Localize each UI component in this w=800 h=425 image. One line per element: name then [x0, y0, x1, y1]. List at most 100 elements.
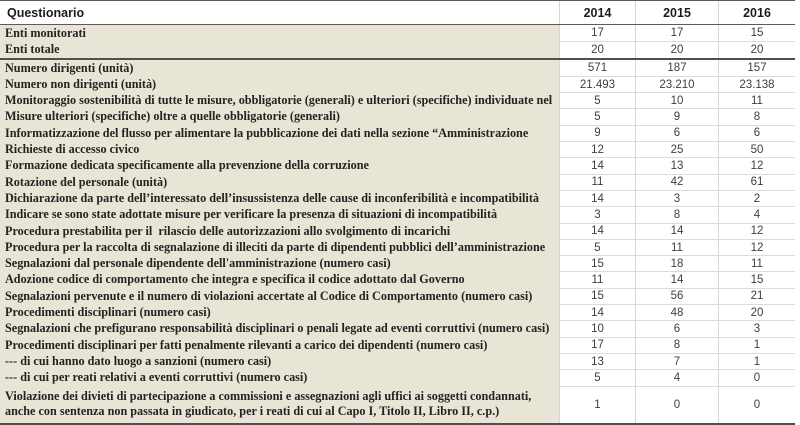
cell-value-2016: 157 [718, 59, 795, 76]
column-header-2016: 2016 [718, 1, 795, 24]
cell-value-2015: 9 [635, 108, 718, 125]
table-row: Informatizzazione del flusso per aliment… [0, 124, 795, 142]
cell-value-2016: 0 [718, 369, 795, 386]
row-label: Dichiarazione da parte dell’interessato … [0, 189, 559, 207]
row-label: Segnalazioni che prefigurano responsabil… [0, 320, 559, 337]
cell-value-2014: 11 [559, 271, 635, 288]
table-row: Enti monitorati 17 17 15 [0, 25, 795, 42]
cell-value-2015: 23.210 [635, 75, 718, 93]
row-label: Enti totale [0, 41, 559, 58]
row-label: Numero dirigenti (unità) [0, 59, 559, 76]
cell-value-2014: 5 [559, 92, 635, 109]
cell-value-2014: 14 [559, 189, 635, 207]
table-row: Violazione dei divieti di partecipazione… [0, 385, 795, 423]
cell-value-2015: 7 [635, 352, 718, 370]
row-label: --- di cui per reati relativi a eventi c… [0, 369, 559, 386]
cell-value-2015: 17 [635, 25, 718, 42]
column-header-2014: 2014 [559, 1, 635, 24]
column-header-2015: 2015 [635, 1, 718, 24]
cell-value-2014: 13 [559, 352, 635, 370]
cell-value-2014: 15 [559, 287, 635, 305]
cell-value-2014: 5 [559, 238, 635, 256]
table-row: Enti totale 20 20 20 [0, 41, 795, 58]
table-row: Procedimenti disciplinari (numero casi) 1… [0, 304, 795, 321]
table-row: Segnalazioni pervenute e il numero di vi… [0, 287, 795, 305]
cell-value-2016: 2 [718, 189, 795, 207]
cell-value-2016: 12 [718, 238, 795, 256]
cell-value-2016: 50 [718, 141, 795, 158]
table-row: --- di cui hanno dato luogo a sanzioni (… [0, 352, 795, 370]
cell-value-2016: 21 [718, 287, 795, 305]
row-label: Procedura per la raccolta di segnalazion… [0, 238, 559, 256]
table-row: Dichiarazione da parte dell’interessato … [0, 189, 795, 207]
table-row: Procedura prestabilita per il rilascio d… [0, 222, 795, 239]
cell-value-2016: 11 [718, 92, 795, 109]
cell-value-2016: 3 [718, 320, 795, 337]
cell-value-2016: 0 [718, 385, 795, 423]
cell-value-2014: 20 [559, 41, 635, 58]
row-label: Indicare se sono state adottate misure p… [0, 206, 559, 223]
row-label: Formazione dedicata specificamente alla … [0, 157, 559, 174]
table-row: --- di cui per reati relativi a eventi c… [0, 369, 795, 386]
row-label: Violazione dei divieti di partecipazione… [0, 385, 559, 423]
cell-value-2015: 56 [635, 287, 718, 305]
cell-value-2015: 14 [635, 222, 718, 239]
table-row: Formazione dedicata specificamente alla … [0, 157, 795, 174]
cell-value-2014: 571 [559, 59, 635, 76]
table-row: Richieste di accesso civico 12 25 50 [0, 141, 795, 158]
cell-value-2015: 4 [635, 369, 718, 386]
cell-value-2016: 4 [718, 206, 795, 223]
cell-value-2016: 1 [718, 352, 795, 370]
cell-value-2014: 1 [559, 385, 635, 423]
table-row: Procedura per la raccolta di segnalazion… [0, 238, 795, 256]
cell-value-2015: 6 [635, 124, 718, 142]
table-row: Monitoraggio sostenibilità di tutte le m… [0, 92, 795, 109]
row-label: Misure ulteriori (specifiche) oltre a qu… [0, 108, 559, 125]
cell-value-2014: 17 [559, 336, 635, 353]
cell-value-2015: 42 [635, 173, 718, 190]
table-row: Indicare se sono state adottate misure p… [0, 206, 795, 223]
cell-value-2014: 10 [559, 320, 635, 337]
cell-value-2016: 15 [718, 271, 795, 288]
table-title: Questionario [7, 5, 85, 20]
cell-value-2016: 15 [718, 25, 795, 42]
cell-value-2014: 12 [559, 141, 635, 158]
cell-value-2014: 14 [559, 222, 635, 239]
cell-value-2016: 20 [718, 41, 795, 58]
table-body: Enti monitorati 17 17 15 Enti totale 20 20 20 Nu… [0, 25, 795, 423]
cell-value-2016: 23.138 [718, 75, 795, 93]
row-label: Monitoraggio sostenibilità di tutte le m… [0, 92, 559, 109]
cell-value-2015: 18 [635, 255, 718, 272]
table-row: Procedimenti disciplinari per fatti pena… [0, 336, 795, 353]
table-row: Numero non dirigenti (unità) 21.493 23.210… [0, 75, 795, 93]
table-row: Rotazione del personale (unità) 11 42 61 [0, 173, 795, 190]
row-label: --- di cui hanno dato luogo a sanzioni (… [0, 352, 559, 370]
cell-value-2014: 3 [559, 206, 635, 223]
cell-value-2015: 13 [635, 157, 718, 174]
cell-value-2015: 25 [635, 141, 718, 158]
table-row: Numero dirigenti (unità) 571 187 157 [0, 57, 795, 76]
cell-value-2016: 8 [718, 108, 795, 125]
cell-value-2014: 14 [559, 304, 635, 321]
cell-value-2015: 20 [635, 41, 718, 58]
cell-value-2014: 15 [559, 255, 635, 272]
row-label: Procedimenti disciplinari per fatti pena… [0, 336, 559, 353]
cell-value-2014: 5 [559, 369, 635, 386]
cell-value-2014: 17 [559, 25, 635, 42]
table-row: Segnalazioni dal personale dipendente de… [0, 255, 795, 272]
row-label: Adozione codice di comportamento che int… [0, 271, 559, 288]
cell-value-2015: 48 [635, 304, 718, 321]
cell-value-2016: 1 [718, 336, 795, 353]
row-label: Procedimenti disciplinari (numero casi) [0, 304, 559, 321]
cell-value-2015: 187 [635, 59, 718, 76]
cell-value-2016: 12 [718, 222, 795, 239]
row-label: Rotazione del personale (unità) [0, 173, 559, 190]
cell-value-2015: 8 [635, 206, 718, 223]
table-row: Misure ulteriori (specifiche) oltre a qu… [0, 108, 795, 125]
table-row: Segnalazioni che prefigurano responsabil… [0, 320, 795, 337]
row-label: Segnalazioni pervenute e il numero di vi… [0, 287, 559, 305]
table-header-row: Questionario 2014 2015 2016 [0, 1, 795, 25]
cell-value-2016: 12 [718, 157, 795, 174]
cell-value-2014: 11 [559, 173, 635, 190]
